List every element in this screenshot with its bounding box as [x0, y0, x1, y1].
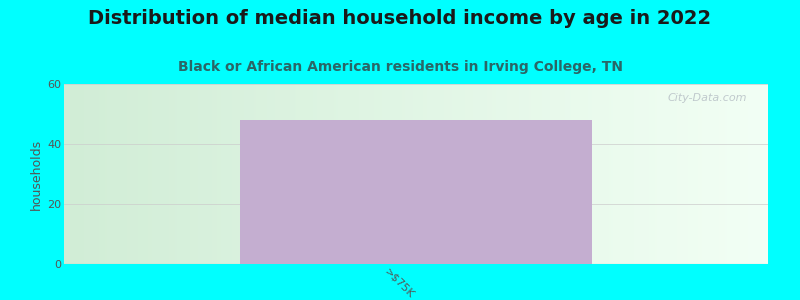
Text: Distribution of median household income by age in 2022: Distribution of median household income … [89, 9, 711, 28]
Bar [240, 120, 592, 264]
Y-axis label: households: households [30, 138, 43, 210]
Text: Black or African American residents in Irving College, TN: Black or African American residents in I… [178, 60, 622, 74]
Text: City-Data.com: City-Data.com [667, 93, 747, 103]
